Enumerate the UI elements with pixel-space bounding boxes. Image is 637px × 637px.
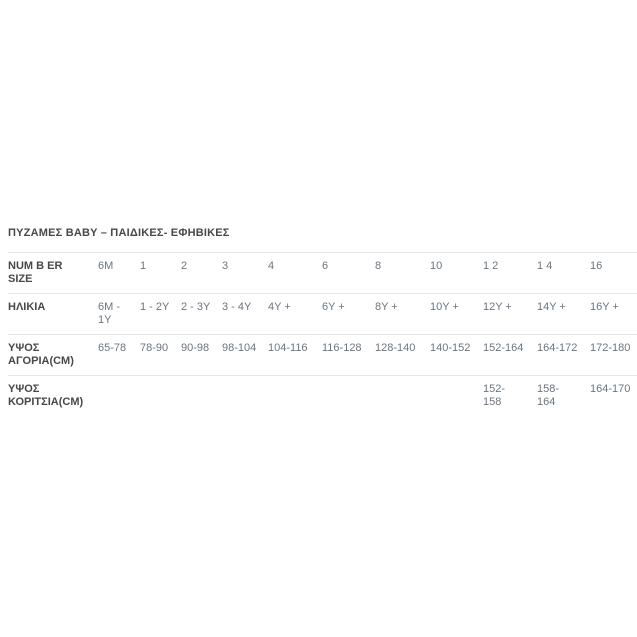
size-cell: 2 (181, 260, 188, 272)
section-title: ΠΥΖΑΜΕΣ BABY – ΠΑΙΔΙΚΕΣ- ΕΦΗΒΙΚΕΣ (8, 227, 230, 239)
size-cell: 172-180 (590, 342, 631, 354)
size-cell: 152- 158 (483, 383, 506, 408)
size-cell: 3 - 4Y (222, 301, 252, 313)
size-cell: 10 (430, 260, 443, 272)
size-table: NUM B ER SIZE 6M 1 2 3 4 6 8 10 1 2 1 4 … (8, 252, 637, 416)
size-cell (322, 376, 375, 417)
size-cell: 16 (590, 260, 603, 272)
size-cell (98, 376, 140, 417)
size-cell (430, 376, 483, 417)
size-cell: 116-128 (322, 342, 362, 354)
size-cell: 98-104 (222, 342, 257, 354)
size-cell: 78-90 (140, 342, 169, 354)
size-cell: 12Y + (483, 301, 512, 313)
size-cell: 164-172 (537, 342, 578, 354)
size-cell: 104-116 (268, 342, 308, 354)
row-label: NUM B ER SIZE (8, 260, 63, 285)
row-label: ΗΛΙΚΙΑ (8, 301, 46, 313)
row-label: ΥΨΟΣ ΚΟΡΙΤΣΙΑ(CM) (8, 383, 84, 408)
size-cell: 10Y + (430, 301, 459, 313)
size-cell: 90-98 (181, 342, 210, 354)
size-cell: 8Y + (375, 301, 398, 313)
size-cell: 158- 164 (537, 383, 560, 408)
table-row-height-boys: ΥΨΟΣ ΑΓΟΡΙΑ(CM) 65-78 78-90 90-98 98-104… (8, 334, 637, 376)
size-cell: 4 (268, 260, 275, 272)
size-cell: 164-170 (590, 383, 631, 395)
size-cell (140, 376, 181, 417)
row-label: ΥΨΟΣ ΑΓΟΡΙΑ(CM) (8, 342, 74, 367)
size-cell (375, 376, 430, 417)
table-row-age: ΗΛΙΚΙΑ 6M - 1Y 1 - 2Y 2 - 3Y 3 - 4Y 4Y +… (8, 293, 637, 335)
table-row-height-girls: ΥΨΟΣ ΚΟΡΙΤΣΙΑ(CM) 152- 158 158- 164 164-… (8, 375, 637, 417)
size-cell (181, 376, 222, 417)
size-cell: 6M - 1Y (98, 301, 120, 326)
size-cell: 1 (140, 260, 147, 272)
size-cell: 152-164 (483, 342, 524, 354)
size-cell: 3 (222, 260, 229, 272)
size-cell: 6M (98, 260, 114, 272)
size-cell: 6 (322, 260, 329, 272)
size-cell: 1 2 (483, 260, 499, 272)
size-cell (222, 376, 268, 417)
size-cell: 8 (375, 260, 382, 272)
size-cell (268, 376, 322, 417)
size-cell: 1 4 (537, 260, 553, 272)
size-cell: 140-152 (430, 342, 471, 354)
size-cell: 14Y + (537, 301, 566, 313)
size-cell: 1 - 2Y (140, 301, 170, 313)
size-cell: 4Y + (268, 301, 291, 313)
size-cell: 65-78 (98, 342, 127, 354)
table-row-number-size: NUM B ER SIZE 6M 1 2 3 4 6 8 10 1 2 1 4 … (8, 252, 637, 294)
size-cell: 16Y + (590, 301, 619, 313)
size-guide-section: ΠΥΖΑΜΕΣ BABY – ΠΑΙΔΙΚΕΣ- ΕΦΗΒΙΚΕΣ NUM B … (8, 227, 637, 416)
size-cell: 2 - 3Y (181, 301, 211, 313)
size-cell: 128-140 (375, 342, 416, 354)
size-cell: 6Y + (322, 301, 345, 313)
